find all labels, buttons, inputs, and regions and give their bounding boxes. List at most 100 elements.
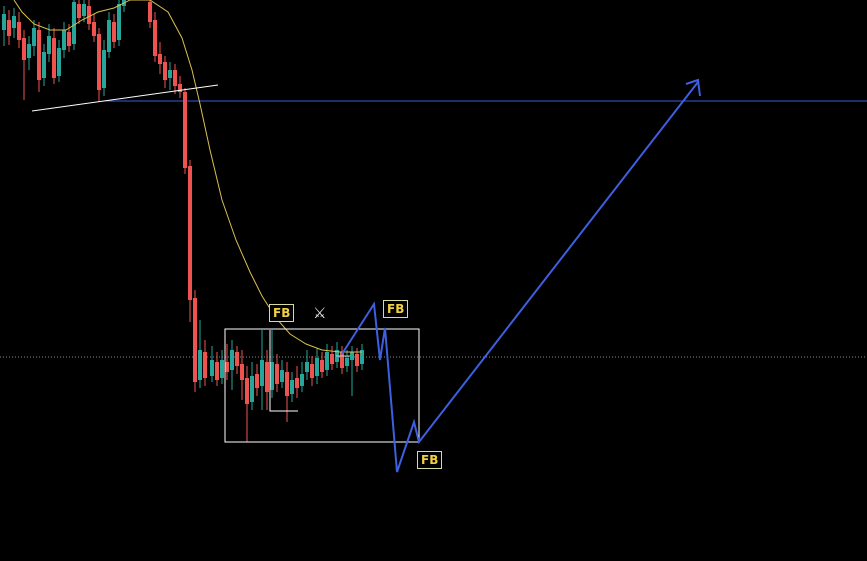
pre-drop-candle-12: [62, 22, 66, 58]
candle-body: [275, 364, 279, 384]
candle-body: [230, 350, 234, 370]
pre-drop-candle-22: [112, 14, 116, 48]
pre-drop-candle-31: [178, 76, 182, 98]
candle-body: [7, 20, 11, 36]
candle-body: [27, 44, 31, 58]
candle-body: [270, 362, 274, 390]
support-trendline: [31, 84, 219, 112]
drop-candle-4: [203, 340, 207, 386]
candle-body: [265, 362, 269, 392]
levels-layer: [0, 100, 867, 358]
projection-path: [341, 81, 699, 473]
range-candle-9: [255, 364, 259, 396]
range-candle-10: [260, 330, 264, 410]
candle-body: [235, 352, 239, 366]
candle-body: [240, 364, 244, 380]
candle-body: [97, 34, 101, 90]
candle-body: [340, 352, 344, 368]
range-candle-12: [270, 330, 274, 398]
pre-drop-candle-10: [52, 28, 56, 84]
candle-body: [32, 28, 36, 46]
candle-body: [330, 354, 334, 364]
pre-drop-candle-5: [27, 36, 31, 70]
candle-body: [72, 2, 76, 44]
projection-arrowhead: [685, 78, 701, 97]
fb-badge-bottom[interactable]: FB: [417, 451, 443, 469]
candle-body: [77, 4, 81, 18]
candle-body: [310, 364, 314, 378]
candle-body: [17, 22, 21, 40]
candle-body: [82, 4, 86, 16]
candles-layer: [2, 0, 364, 442]
pre-drop-candle-20: [102, 40, 106, 96]
fb-badge-left[interactable]: FB: [269, 304, 295, 322]
range-candle-8: [250, 362, 254, 410]
candle-body: [2, 14, 6, 30]
drop-candle-3: [198, 320, 202, 388]
candle-body: [168, 70, 172, 78]
range-candle-26: [340, 346, 344, 374]
candle-body: [37, 30, 41, 80]
candle-body: [52, 38, 56, 78]
pre-drop-candle-27: [158, 42, 162, 74]
range-candle-14: [280, 360, 284, 388]
range-candle-7: [245, 366, 249, 442]
candle-body: [57, 48, 61, 76]
candle-body: [315, 358, 319, 376]
candle-body: [102, 50, 106, 88]
candle-body: [22, 38, 26, 60]
range-candle-18: [300, 362, 304, 392]
pre-drop-candle-19: [97, 28, 101, 102]
drop-candle-1: [188, 160, 192, 322]
pre-drop-candle-16: [82, 0, 86, 22]
pre-drop-candle-2: [12, 8, 16, 38]
candle-body: [62, 30, 66, 50]
range-candle-20: [310, 356, 314, 386]
range-candle-5: [235, 346, 239, 374]
candle-body: [12, 16, 16, 28]
range-candle-6: [240, 350, 244, 400]
range-candle-22: [320, 352, 324, 378]
candle-body: [87, 6, 91, 24]
range-candle-16: [290, 372, 294, 402]
range-candle-4: [230, 340, 234, 390]
candle-body: [183, 92, 187, 168]
candle-body: [350, 352, 354, 360]
candle-body: [153, 20, 157, 56]
candle-body: [198, 350, 202, 380]
candle-body: [285, 372, 289, 396]
pre-drop-candle-8: [42, 44, 46, 86]
pre-drop-candle-11: [57, 40, 61, 82]
crossed-swords-icon[interactable]: ⚔: [313, 304, 327, 322]
candle-body: [193, 298, 197, 382]
range-candle-19: [305, 350, 309, 380]
drop-candle-0: [183, 88, 187, 174]
range-candle-30: [360, 344, 364, 370]
candle-body: [42, 52, 46, 78]
pre-drop-candle-26: [153, 12, 157, 62]
candle-body: [295, 378, 299, 388]
fb-badge-top[interactable]: FB: [383, 300, 409, 318]
candle-body: [178, 84, 182, 92]
range-candle-15: [285, 362, 289, 422]
drawings-layer: [31, 78, 701, 473]
candle-body: [117, 4, 121, 40]
candle-body: [345, 358, 349, 366]
range-candle-13: [275, 354, 279, 392]
moving-average-line: [13, 0, 362, 353]
candle-body: [355, 354, 359, 366]
range-candle-2: [220, 350, 224, 384]
candle-body: [325, 352, 329, 370]
candle-body: [47, 36, 51, 54]
range-candle-3: [225, 344, 229, 380]
candle-body: [225, 362, 229, 372]
inner-range-marker: [269, 330, 298, 412]
pre-drop-candle-28: [163, 56, 167, 88]
pre-drop-candle-21: [107, 12, 111, 58]
range-candle-24: [330, 346, 334, 370]
candle-body: [320, 360, 324, 372]
candle-body: [112, 22, 116, 42]
range-candle-17: [295, 366, 299, 398]
